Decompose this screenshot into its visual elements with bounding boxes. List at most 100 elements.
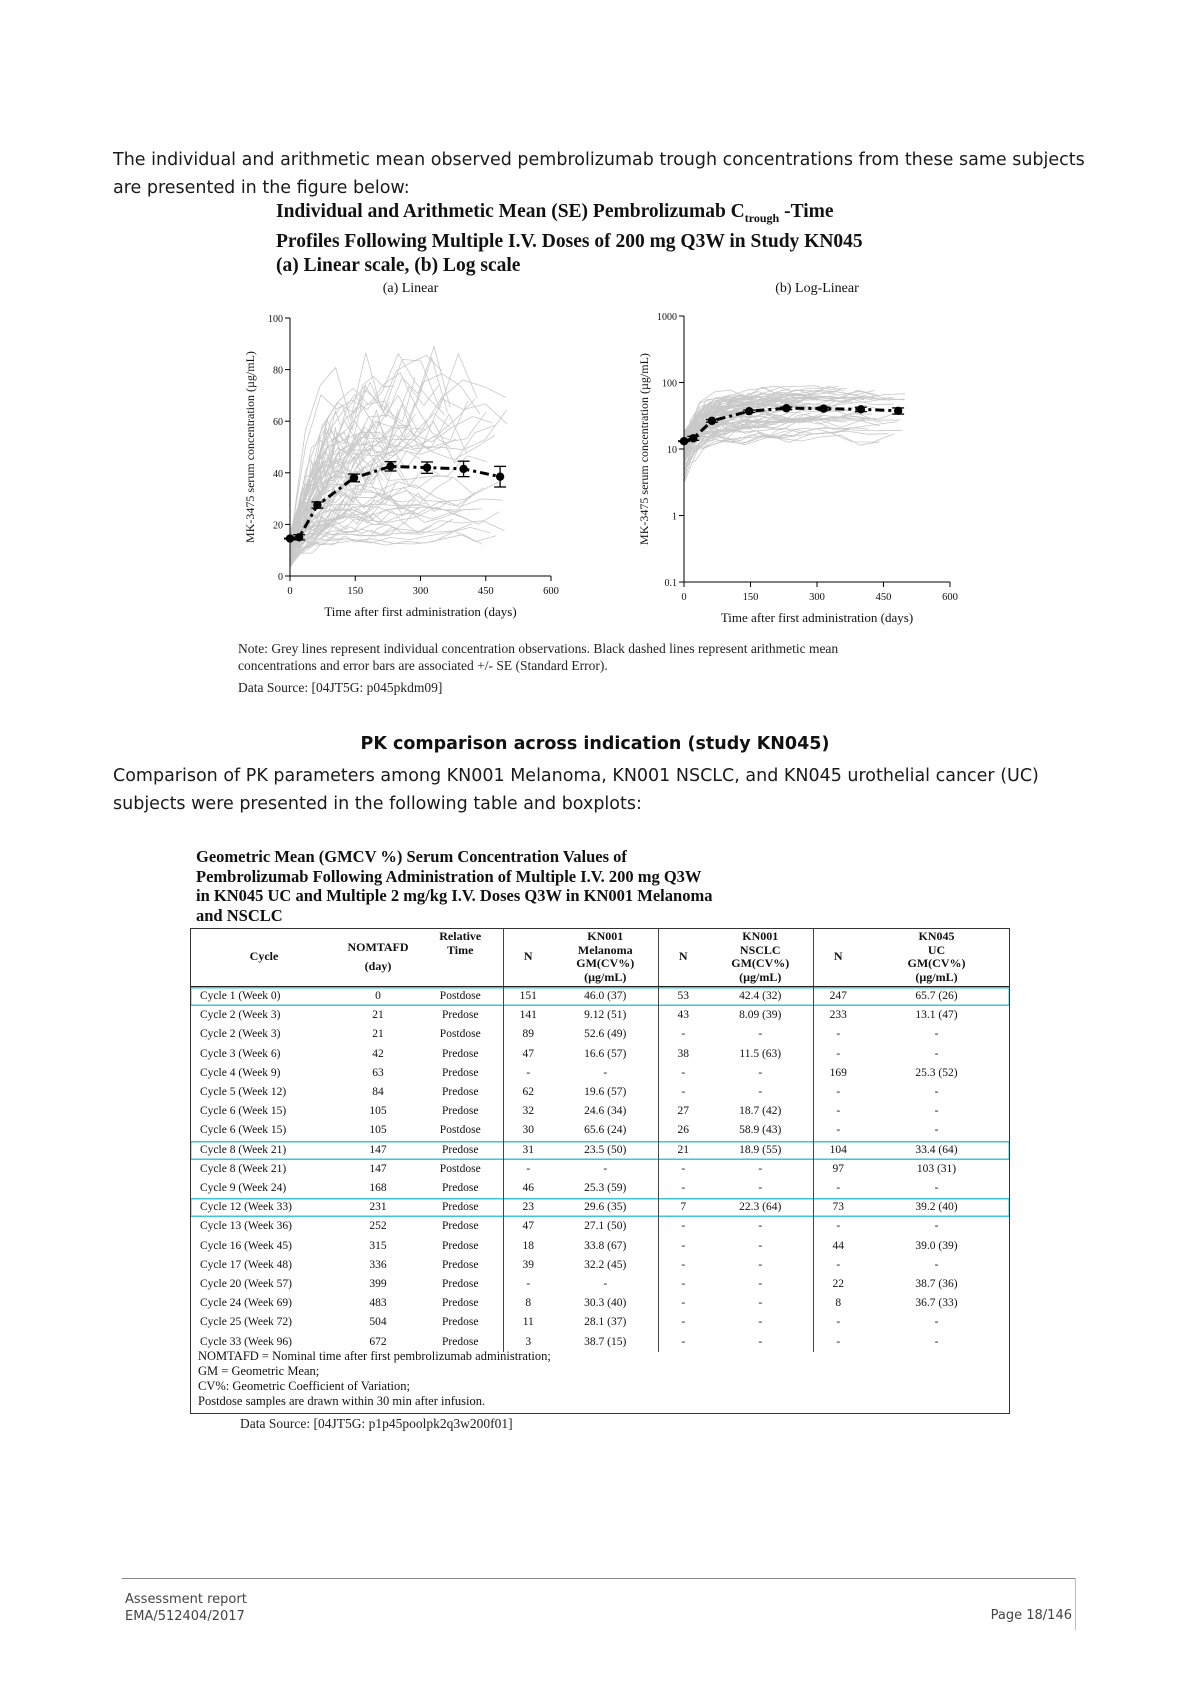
gm-melanoma-cell: - [603, 1278, 608, 1291]
n-melanoma-cell: 47 [502, 1044, 553, 1064]
cycle-cell: Cycle 24 (Week 69) [200, 1297, 292, 1310]
table-row: Cycle 20 (Week 57) 399 Predose - - - - 22 38.7 (… [190, 1275, 1010, 1295]
gm-nsclc-cell: 18.9 (55) [708, 1141, 813, 1160]
nomtafd-cell: 21 [372, 1028, 384, 1041]
log-mean-point [893, 406, 903, 416]
n-uc-cell: - [812, 1044, 863, 1064]
gm-melanoma-cell: 33.8 (67) [584, 1239, 627, 1252]
linear-y-tick-label: 20 [273, 520, 283, 531]
gm-uc-cell: - [934, 1316, 939, 1329]
cycle-cell: Cycle 8 (Week 21) [190, 1141, 338, 1160]
linear-panel-title: (a) Linear [383, 281, 439, 296]
log-y-axis-label: MK-3475 serum concentration (µg/mL) [637, 353, 651, 545]
table-footnotes: NOMTAFD = Nominal time after first pembr… [198, 1349, 551, 1408]
log-x-tick-label: 150 [743, 592, 759, 603]
linear-mean-point [313, 500, 322, 510]
nomtafd-cell: 399 [369, 1278, 387, 1291]
log-individual-profile-line [683, 434, 795, 466]
n-nsclc-cell: - [657, 1159, 708, 1180]
footer-divider [122, 1578, 1076, 1579]
log-individual-profile-line [683, 396, 736, 464]
cycle-cell: Cycle 33 (Week 96) [200, 1335, 292, 1348]
linear-x-tick-label: 150 [347, 586, 363, 597]
figure-data-source: Data Source: [04JT5G: p045pkdm09] [238, 680, 443, 695]
nomtafd-cell: 483 [369, 1297, 387, 1310]
table-title: Geometric Mean (GMCV %) Serum Concentrat… [196, 847, 713, 925]
n-uc-cell: 44 [812, 1236, 863, 1256]
relative-time-cell: Predose [442, 1105, 479, 1118]
linear-y-tick-label: 80 [273, 366, 283, 377]
relative-time-cell: Postdose [418, 987, 503, 1007]
nomtafd-cell: 168 [369, 1182, 387, 1195]
gm-nsclc-cell: - [758, 1335, 763, 1348]
n-uc-cell: - [812, 1121, 863, 1141]
footer-report-title: Assessment report [125, 1592, 247, 1607]
table-row: Cycle 2 (Week 3) 21 Predose 141 9.12 (51) 43 8… [190, 1006, 1010, 1026]
nomtafd-cell: 0 [338, 987, 418, 1007]
relative-time-cell: Predose [418, 1141, 503, 1160]
header-cycle: Cycle [190, 928, 338, 987]
linear-individual-profile-line [289, 452, 375, 558]
gm-melanoma-cell: 25.3 (59) [584, 1182, 627, 1195]
linear-individual-profile-line [289, 345, 451, 543]
linear-mean-point [459, 464, 468, 474]
linear-individual-profile-line [289, 352, 478, 544]
footer-report-id: EMA/512404/2017 [125, 1609, 245, 1624]
n-melanoma-cell: - [502, 1159, 553, 1180]
cycle-cell: Cycle 2 (Week 3) [200, 1009, 281, 1022]
table-row: Cycle 8 (Week 21) 147 Postdose - - - - 97 103 (3… [190, 1159, 1010, 1180]
linear-individual-profile-line [289, 506, 421, 554]
log-individual-profile-line [683, 411, 897, 443]
table-row: Cycle 4 (Week 9) 63 Predose - - - - 169 25.3 (52… [190, 1063, 1010, 1084]
log-individual-profile-line [683, 396, 865, 431]
n-nsclc-cell: - [657, 1063, 708, 1084]
gm-melanoma-cell: 32.2 (45) [584, 1258, 627, 1271]
table-row: Cycle 16 (Week 45) 315 Predose 18 33.8 (67) -… [190, 1236, 1010, 1256]
gm-nsclc-cell: - [758, 1316, 763, 1329]
linear-individual-profile-line [289, 413, 416, 553]
log-individual-profile-line [683, 426, 829, 437]
log-individual-profile-line [683, 413, 823, 471]
cycle-cell: Cycle 16 (Week 45) [200, 1239, 292, 1252]
cycle-cell: Cycle 12 (Week 33) [190, 1198, 338, 1217]
log-individual-profile-line [683, 430, 889, 454]
n-nsclc-cell: - [657, 1217, 708, 1237]
header-nomtafd: NOMTAFD (day) [338, 928, 418, 987]
n-melanoma-cell: 62 [502, 1083, 553, 1103]
gm-uc-cell: - [934, 1105, 939, 1118]
intro-paragraph: The individual and arithmetic mean obser… [113, 150, 1085, 198]
relative-time-cell: Postdose [439, 1028, 481, 1041]
nomtafd-cell: 672 [369, 1335, 387, 1348]
n-melanoma-cell: 89 [502, 1025, 553, 1045]
linear-individual-profile-line [289, 521, 433, 537]
log-mean-point [689, 434, 698, 443]
gm-uc-cell: 39.0 (39) [915, 1239, 958, 1252]
n-uc-cell: 104 [812, 1140, 863, 1160]
linear-individual-profile-line [289, 510, 336, 561]
cycle-cell: Cycle 6 (Week 15) [200, 1124, 287, 1137]
linear-y-tick-label: 100 [268, 314, 283, 325]
n-uc-cell: - [812, 1083, 863, 1103]
relative-time-cell: Predose [442, 1258, 479, 1271]
gm-nsclc-cell: 18.7 (42) [739, 1105, 782, 1118]
n-melanoma-cell: 18 [502, 1236, 553, 1256]
gm-nsclc-cell: - [758, 1297, 763, 1310]
footer-report-info: Assessment report EMA/512404/2017 [125, 1591, 247, 1625]
linear-x-tick-label: 600 [543, 586, 559, 597]
log-individual-profile-line [683, 416, 901, 466]
n-uc-cell: - [812, 1025, 863, 1045]
linear-x-tick-label: 0 [287, 586, 292, 597]
table-row: Cycle 6 (Week 15) 105 Predose 32 24.6 (34) 27… [190, 1102, 1010, 1122]
log-individual-profile-line [683, 385, 845, 455]
n-melanoma-cell: 11 [502, 1313, 553, 1333]
gm-melanoma-cell: 19.6 (57) [584, 1086, 627, 1099]
linear-mean-point [294, 533, 304, 542]
gm-nsclc-cell: - [758, 1220, 763, 1233]
log-x-tick-label: 600 [942, 592, 958, 603]
nomtafd-cell: 42 [372, 1047, 384, 1060]
n-uc-cell: 73 [812, 1198, 863, 1218]
gm-melanoma-cell: 46.0 (37) [553, 987, 658, 1007]
gm-nsclc-cell: 11.5 (63) [739, 1047, 782, 1060]
linear-individual-profile-line [289, 356, 448, 553]
linear-individual-profile-line [289, 413, 468, 537]
